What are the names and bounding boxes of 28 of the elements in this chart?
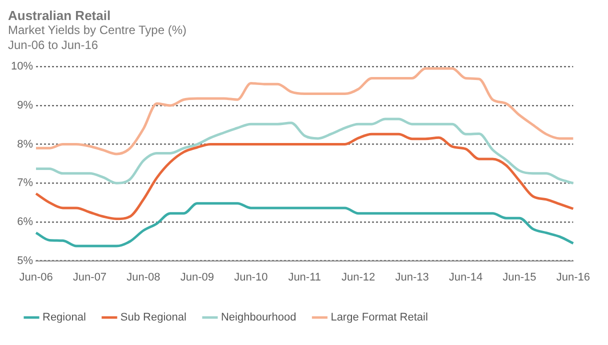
x-tick-label: Jun-15 — [502, 271, 536, 284]
y-tick-label: 8% — [17, 138, 34, 150]
chart-subtitle: Market Yields by Centre Type (%) — [8, 23, 188, 38]
x-tick-label: Jun-16 — [556, 271, 590, 284]
y-tick-label: 9% — [17, 99, 34, 112]
line-series — [34, 67, 574, 156]
y-tick-label: 10% — [10, 60, 34, 73]
y-tick-label: 5% — [17, 254, 34, 267]
line-series — [34, 132, 574, 220]
x-tick-label: Jun-10 — [234, 271, 268, 284]
y-tick-label: 7% — [17, 177, 34, 190]
legend-label: Regional — [42, 312, 86, 324]
x-tick-label: Jun-08 — [126, 271, 160, 284]
legend-label: Neighbourhood — [220, 312, 296, 324]
x-tick-label: Jun-12 — [341, 271, 376, 284]
text: Jun-06 to Jun-16 — [8, 38, 100, 53]
x-tick-label: Jun-11 — [288, 271, 322, 284]
x-tick-label: Jun-07 — [72, 271, 107, 284]
line-series — [34, 202, 574, 248]
x-tick-label: Jun-13 — [395, 271, 429, 284]
chart-title: Australian Retail — [8, 8, 112, 23]
x-tick-label: Jun-06 — [19, 271, 53, 284]
x-tick-label: Jun-09 — [180, 271, 214, 284]
line-series — [34, 118, 574, 184]
x-tick-label: Jun-14 — [448, 271, 483, 284]
legend-label: Sub Regional — [120, 312, 186, 324]
y-tick-label: 6% — [17, 216, 34, 228]
legend-label: Large Format Retail — [330, 312, 428, 324]
